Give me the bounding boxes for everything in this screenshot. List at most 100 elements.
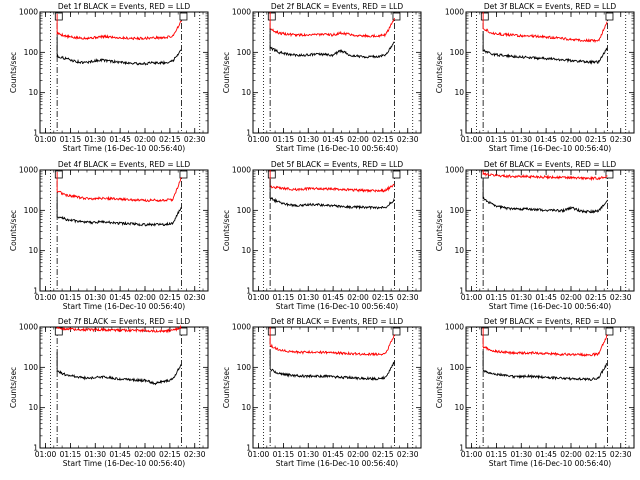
x-tick-label: 01:15 (60, 135, 82, 144)
x-axis-label: Start Time (16-Dec-10 00:56:40) (276, 302, 398, 311)
x-tick-label: 02:00 (560, 450, 582, 459)
x-tick-label: 01:45 (109, 450, 131, 459)
y-tick-label: 100 (450, 363, 465, 372)
x-tick-label: 01:30 (297, 450, 319, 459)
x-tick-label: 02:15 (159, 135, 181, 144)
y-tick-label: 1000 (445, 8, 464, 17)
x-tick-label: 02:30 (397, 293, 419, 302)
series-line-black (56, 37, 182, 66)
series-line-red (56, 324, 182, 334)
x-tick-label: 01:00 (461, 293, 483, 302)
y-tick-label: 1000 (19, 323, 38, 332)
time-marker (480, 327, 489, 336)
y-tick-label: 10 (28, 88, 38, 97)
x-tick-label: 01:00 (248, 450, 270, 459)
x-axis-label: Start Time (16-Dec-10 00:56:40) (489, 302, 611, 311)
series-line-red (56, 13, 182, 41)
y-tick-label: 1 (246, 129, 251, 138)
x-tick-label: 02:30 (184, 135, 206, 144)
y-tick-label: 100 (24, 48, 39, 57)
plot-frame (252, 326, 422, 449)
y-tick-label: 10 (454, 88, 464, 97)
y-tick-label: 10 (241, 88, 251, 97)
series-line-red (269, 12, 395, 39)
y-tick-label: 100 (24, 363, 39, 372)
x-tick-label: 01:45 (322, 135, 344, 144)
x-tick-label: 02:00 (134, 135, 156, 144)
x-tick-label: 01:45 (109, 293, 131, 302)
series-line-red (269, 327, 395, 357)
plot-frame (39, 169, 209, 292)
x-tick-label: 01:15 (273, 293, 295, 302)
x-tick-label: 02:15 (585, 135, 607, 144)
x-tick-label: 02:15 (585, 293, 607, 302)
x-tick-label: 02:15 (585, 450, 607, 459)
y-tick-label: 10 (28, 246, 38, 255)
time-marker (267, 170, 276, 179)
x-axis-label: Start Time (16-Dec-10 00:56:40) (489, 459, 611, 468)
y-axis-label: Counts/sec (9, 52, 18, 93)
x-axis-label: Start Time (16-Dec-10 00:56:40) (276, 459, 398, 468)
time-marker (480, 12, 489, 21)
series-line-red (482, 12, 608, 44)
x-tick-label: 01:15 (60, 293, 82, 302)
y-tick-label: 1 (246, 444, 251, 453)
x-tick-label: 02:30 (397, 135, 419, 144)
y-axis-label: Counts/sec (435, 367, 444, 408)
x-tick-label: 01:00 (35, 135, 57, 144)
series-line-black (269, 349, 395, 382)
x-tick-label: 02:30 (184, 293, 206, 302)
y-tick-label: 100 (237, 206, 252, 215)
time-marker (267, 12, 276, 21)
chart-title: Det 8f BLACK = Events, RED = LLD (271, 317, 404, 326)
y-axis-label: Counts/sec (222, 367, 231, 408)
y-axis-label: Counts/sec (435, 210, 444, 251)
time-marker-end (392, 327, 401, 336)
x-tick-label: 02:30 (610, 135, 632, 144)
x-tick-label: 02:00 (347, 293, 369, 302)
time-marker-end (392, 170, 401, 179)
y-tick-label: 1 (459, 444, 464, 453)
x-tick-label: 01:45 (322, 293, 344, 302)
chart-title: Det 9f BLACK = Events, RED = LLD (484, 317, 617, 326)
time-marker-end (605, 327, 614, 336)
y-tick-label: 1000 (232, 166, 251, 175)
y-tick-label: 1 (33, 129, 38, 138)
series-line-black (269, 178, 395, 211)
y-tick-label: 1000 (19, 166, 38, 175)
y-tick-label: 10 (454, 246, 464, 255)
x-tick-label: 02:15 (159, 293, 181, 302)
y-tick-label: 1 (246, 287, 251, 296)
x-tick-label: 01:15 (486, 293, 508, 302)
y-tick-label: 1000 (232, 8, 251, 17)
time-marker (267, 327, 276, 336)
x-tick-label: 01:45 (109, 135, 131, 144)
y-tick-label: 100 (450, 48, 465, 57)
y-axis-label: Counts/sec (222, 52, 231, 93)
x-tick-label: 01:45 (535, 135, 557, 144)
x-tick-label: 01:45 (322, 450, 344, 459)
x-tick-label: 01:00 (248, 293, 270, 302)
x-tick-label: 02:00 (347, 450, 369, 459)
series-line-black (56, 197, 182, 227)
x-tick-label: 01:30 (510, 135, 532, 144)
plot-frame (252, 11, 422, 134)
x-axis-label: Start Time (16-Dec-10 00:56:40) (63, 144, 185, 153)
x-tick-label: 02:00 (560, 135, 582, 144)
plot-frame (39, 326, 209, 449)
plot-frame (39, 11, 209, 134)
chart-title: Det 5f BLACK = Events, RED = LLD (271, 160, 404, 169)
plot-frame (252, 169, 422, 292)
x-tick-label: 01:15 (60, 450, 82, 459)
x-tick-label: 01:30 (84, 293, 106, 302)
x-axis-label: Start Time (16-Dec-10 00:56:40) (63, 302, 185, 311)
x-tick-label: 01:30 (84, 450, 106, 459)
y-tick-label: 1 (33, 444, 38, 453)
y-axis-label: Counts/sec (9, 367, 18, 408)
chart-title: Det 4f BLACK = Events, RED = LLD (58, 160, 191, 169)
x-tick-label: 01:30 (84, 135, 106, 144)
x-tick-label: 01:00 (35, 450, 57, 459)
x-tick-label: 02:15 (372, 135, 394, 144)
y-tick-label: 1 (459, 129, 464, 138)
x-tick-label: 02:00 (560, 293, 582, 302)
